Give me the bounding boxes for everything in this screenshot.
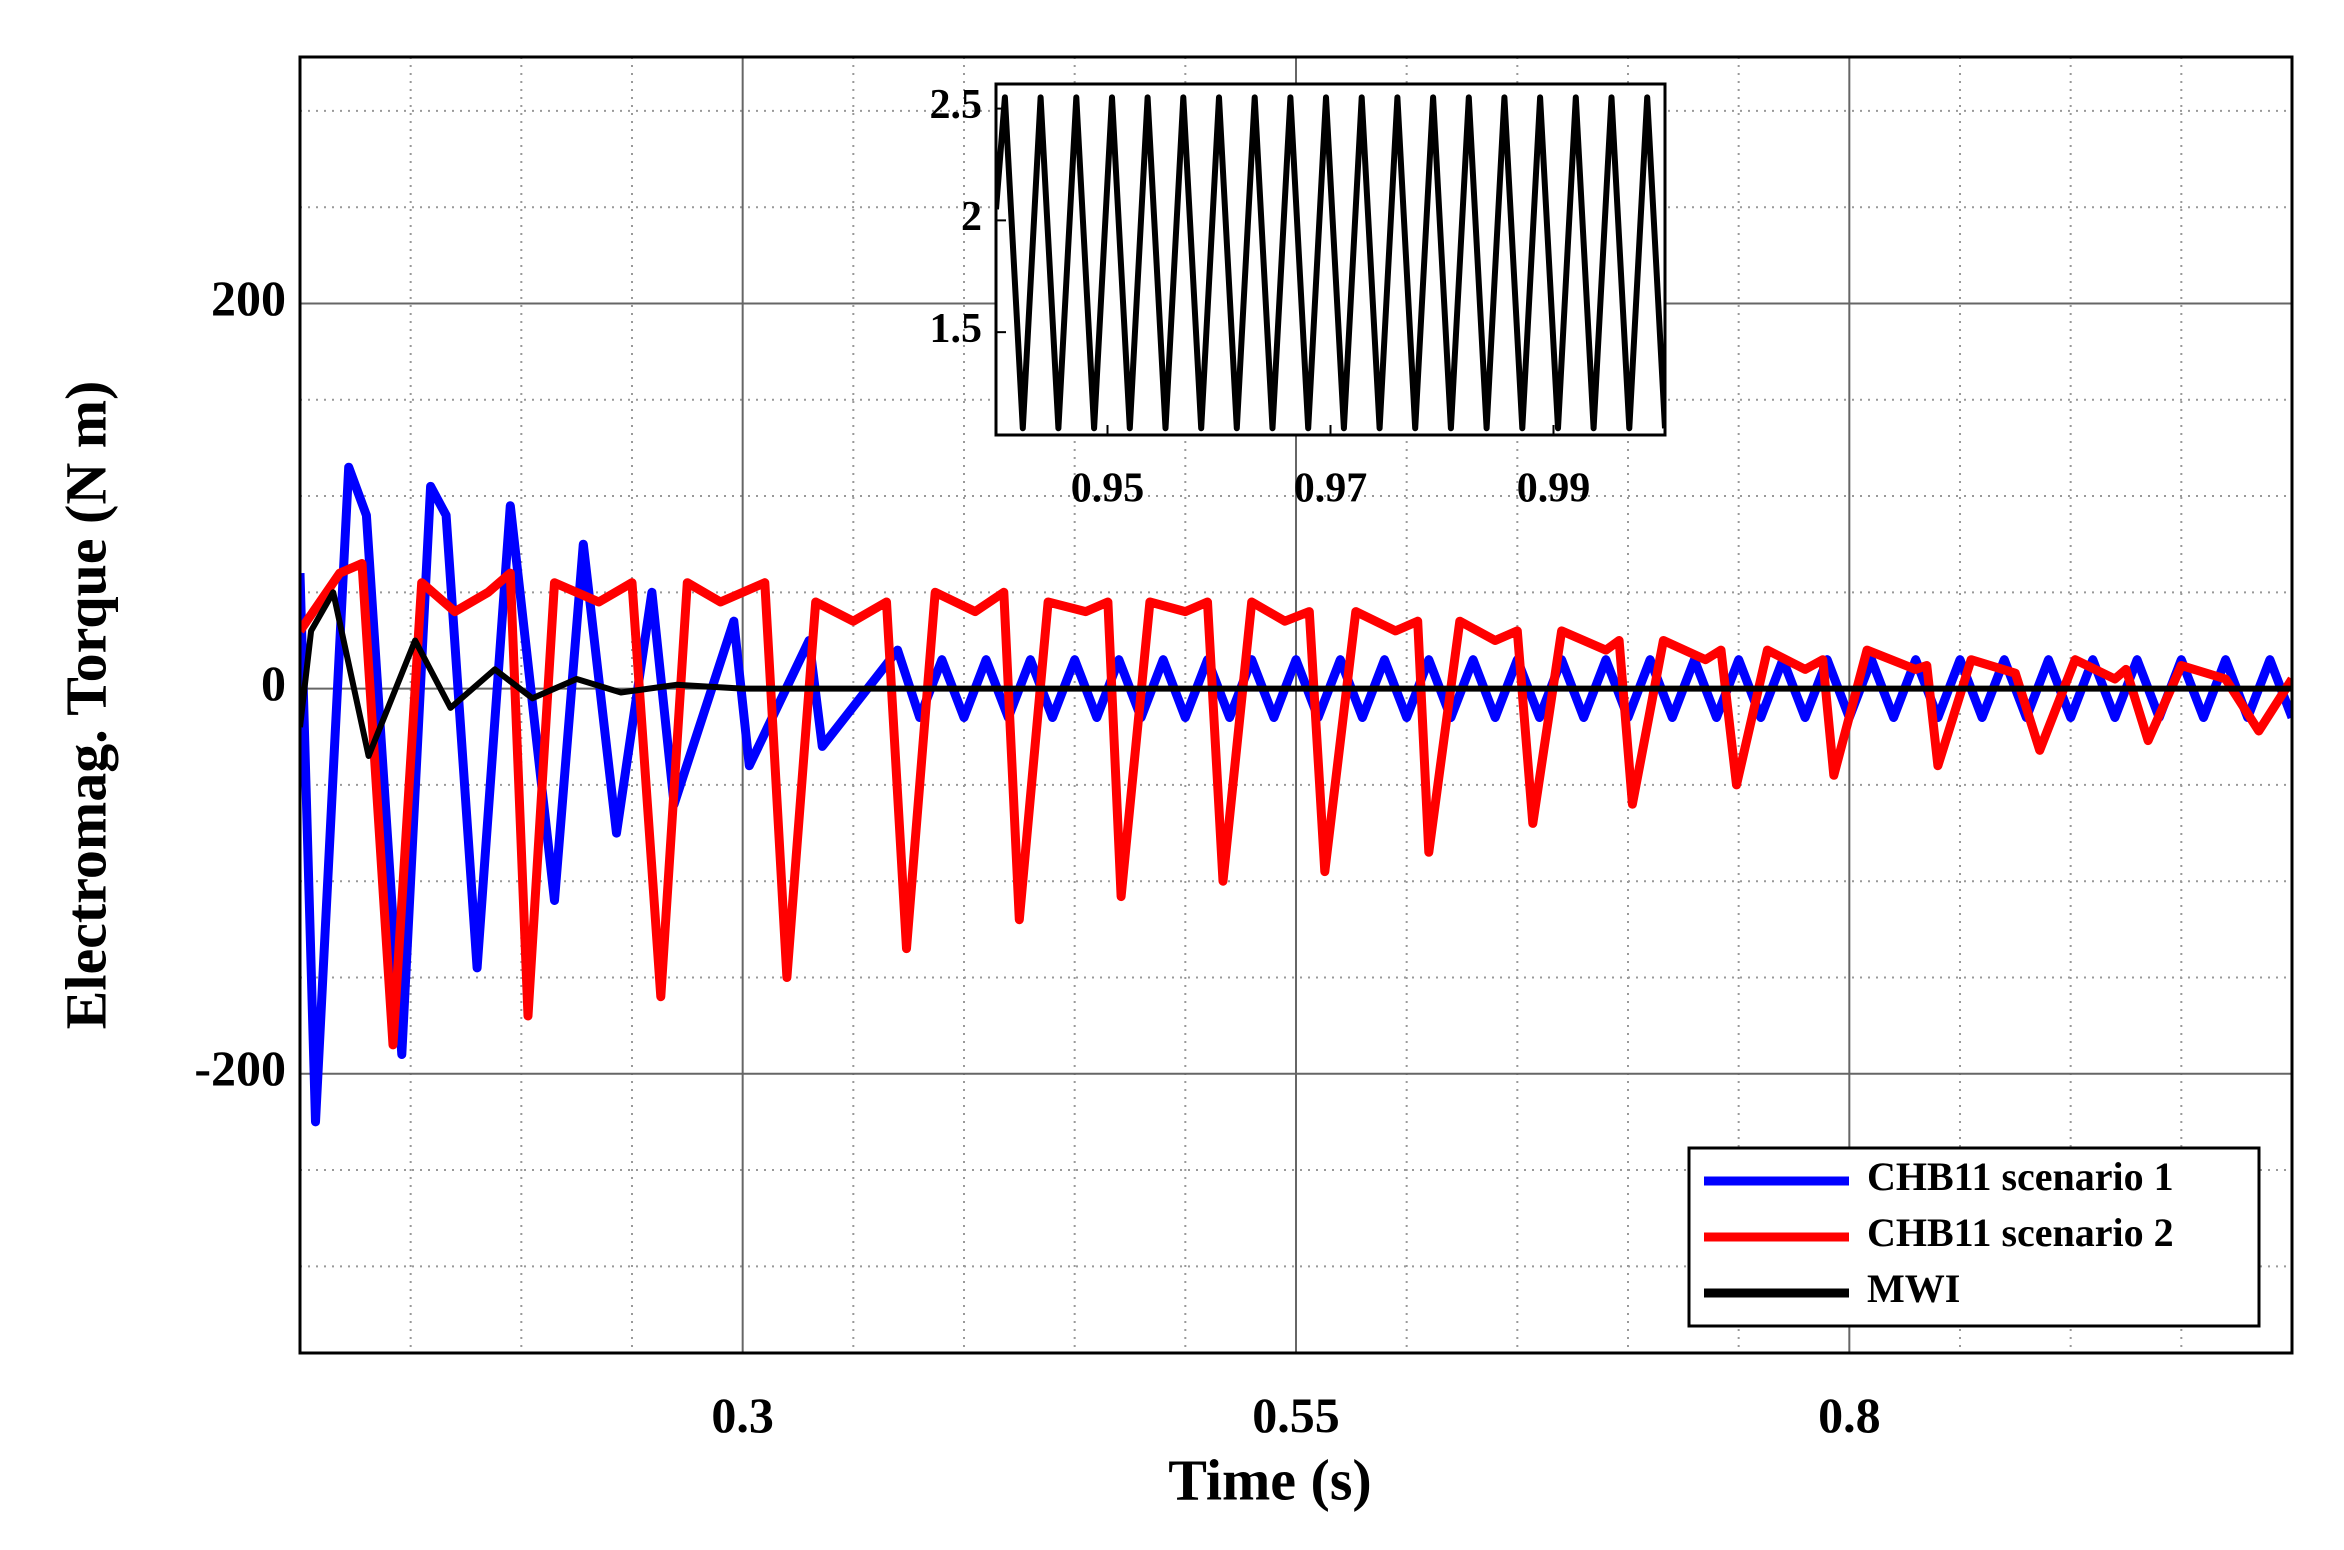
x-tick-label: 0.3 (711, 1387, 774, 1443)
y-tick-label: -200 (194, 1040, 286, 1096)
x-tick-label: 0.97 (1294, 465, 1368, 511)
x-tick-label: 0.99 (1517, 465, 1591, 511)
legend-label: MWI (1867, 1266, 1960, 1311)
x-tick-label: 0.8 (1818, 1387, 1881, 1443)
legend-label: CHB11 scenario 1 (1867, 1154, 2174, 1199)
y-tick-label: 200 (211, 270, 286, 326)
data-line (300, 589, 2292, 759)
plot-frame (298, 55, 2294, 1355)
data-line (996, 94, 1665, 432)
data-line (300, 559, 2292, 1050)
y-tick-label: 2.5 (930, 82, 983, 128)
y-axis-label: Electromag. Torque (N m) (53, 381, 118, 1030)
y-tick-label: 2 (961, 194, 982, 240)
y-tick-label: 0 (261, 655, 286, 711)
plot-frame (994, 82, 1667, 437)
x-axis-label: Time (s) (1168, 1447, 1372, 1512)
y-tick-label: 1.5 (930, 306, 983, 352)
x-tick-label: 0.55 (1252, 1387, 1340, 1443)
legend-label: CHB11 scenario 2 (1867, 1210, 2174, 1255)
x-tick-label: 0.95 (1071, 465, 1145, 511)
